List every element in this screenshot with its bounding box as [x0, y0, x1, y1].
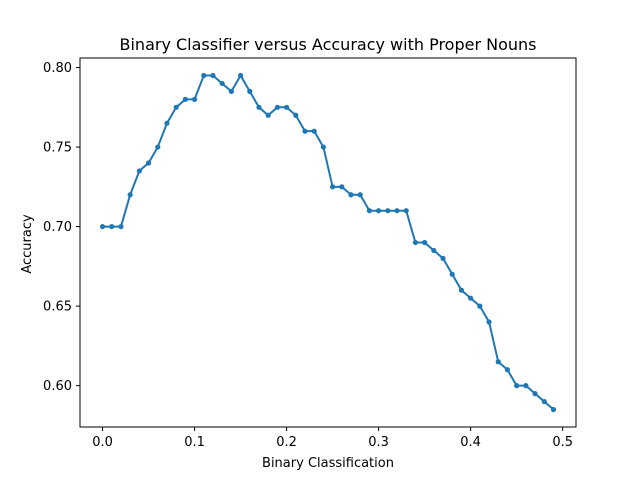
data-point: [274, 104, 280, 110]
x-axis-label: Binary Classification: [262, 456, 394, 471]
data-point: [495, 359, 501, 365]
data-point: [145, 160, 152, 166]
data-point: [256, 104, 262, 110]
data-point: [550, 406, 557, 413]
y-axis-label: Accuracy: [20, 214, 35, 274]
data-point: [237, 72, 244, 79]
data-point: [385, 208, 391, 214]
x-tick-label: 0.0: [92, 435, 113, 450]
data-point: [504, 367, 511, 373]
data-point: [514, 383, 520, 389]
data-point: [376, 208, 382, 214]
data-point: [283, 104, 290, 110]
data-point: [136, 168, 142, 174]
y-tick-label: 0.65: [43, 300, 72, 315]
data-point: [403, 208, 409, 214]
data-point: [182, 96, 188, 102]
data-point: [541, 398, 547, 405]
y-tick-label: 0.70: [43, 220, 72, 235]
axes-frame: [79, 57, 577, 428]
axes: 0.0 0.1 0.2 0.3 0.4 0.5 0.60 0.65 0.70 0.75 0.80: [43, 57, 577, 450]
data-point: [265, 112, 271, 118]
y-tick-label: 0.80: [43, 61, 72, 76]
data-point: [412, 239, 419, 246]
data-point: [523, 383, 529, 389]
data-point: [127, 192, 133, 198]
data-point: [449, 271, 455, 277]
data-point: [210, 72, 216, 79]
data-point: [155, 144, 161, 150]
y-tick-label: 0.60: [43, 379, 72, 394]
data-point: [311, 128, 317, 134]
data-point: [468, 295, 474, 301]
data-point: [366, 208, 373, 214]
x-tick-label: 0.3: [368, 435, 389, 450]
data-point: [440, 255, 446, 262]
data-point: [302, 128, 308, 134]
data-point: [99, 223, 106, 230]
data-point: [348, 192, 354, 198]
data-point: [247, 88, 253, 95]
data-point: [330, 184, 336, 190]
data-point: [357, 192, 363, 198]
x-tick-label: 0.2: [276, 435, 297, 450]
data-point: [191, 96, 198, 102]
data-point: [201, 72, 207, 79]
x-tick-label: 0.1: [184, 435, 205, 450]
y-tick-label: 0.75: [43, 141, 72, 156]
chart-title: Binary Classifier versus Accuracy with P…: [120, 35, 537, 54]
data-point: [164, 120, 170, 126]
data-point: [109, 223, 115, 230]
data-point: [431, 247, 437, 254]
data-point: [118, 223, 124, 230]
data-point: [320, 144, 326, 150]
data-point: [486, 319, 492, 325]
data-point: [228, 88, 234, 95]
x-tick-label: 0.4: [460, 435, 481, 450]
data-point: [394, 208, 400, 214]
data-point: [293, 112, 299, 118]
data-point: [477, 303, 483, 309]
data-point: [173, 104, 179, 110]
data-point: [219, 80, 225, 87]
data-point: [532, 390, 538, 397]
data-point: [458, 287, 465, 293]
x-tick-label: 0.5: [552, 435, 573, 450]
data-point: [422, 239, 428, 246]
plot-area: [99, 72, 557, 413]
data-point: [339, 184, 345, 190]
